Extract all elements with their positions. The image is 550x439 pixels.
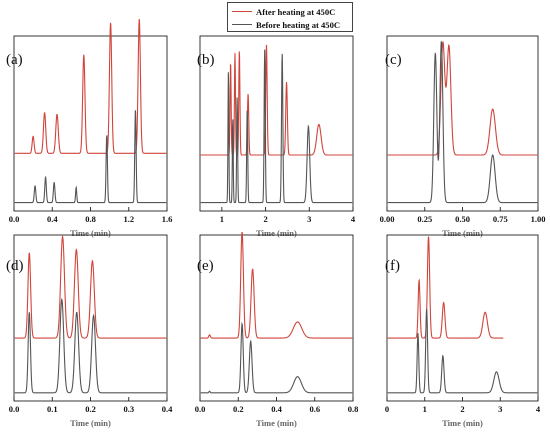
legend: After heating at 450C Before heating at … [227,2,353,32]
legend-entry-before: Before heating at 450C [232,18,340,31]
plot-frame-3 [386,35,539,212]
trace-after-3 [387,41,538,156]
x-tick-label-2-1: 1 [220,214,224,224]
x-tick-label-3-3: 0.50 [455,214,470,224]
trace-before-6 [387,309,538,394]
x-axis-label-2: Time (min) [256,228,297,238]
x-axis-label-3: Time (min) [442,228,483,238]
x-tick-label-3-1: 0.00 [380,214,395,224]
panel-label-3: (c) [385,52,402,68]
x-tick-label-1-1: 0.0 [9,214,20,224]
x-tick-label-2-3: 3 [307,214,311,224]
legend-entry-after: After heating at 450C [232,5,335,18]
panel-label-1: (a) [6,52,23,68]
x-tick-label-1-2: 0.4 [47,214,58,224]
x-tick-label-1-3: 0.8 [85,214,96,224]
panel-label-5: (e) [197,258,214,274]
trace-before-1 [14,110,167,204]
x-tick-label-2-4: 4 [351,214,356,224]
plot-frame-2 [199,35,354,212]
x-axis-label-6: Time (min) [442,418,483,428]
legend-label-after: After heating at 450C [256,6,336,17]
x-tick-label-5-4: 0.6 [309,404,320,414]
x-tick-label-3-5: 1.00 [531,214,546,224]
x-tick-label-5-2: 0.2 [233,404,244,414]
x-tick-label-6-2: 1 [423,404,427,414]
x-tick-label-6-3: 2 [460,404,464,414]
plot-frame-5 [199,234,354,402]
trace-after-4 [14,234,167,339]
x-tick-label-4-5: 0.4 [162,404,173,414]
trace-before-4 [14,298,167,394]
trace-after-5 [200,231,353,339]
x-tick-label-1-5: 1.6 [162,214,173,224]
x-tick-label-5-3: 0.4 [271,404,282,414]
x-tick-label-4-1: 0.0 [9,404,20,414]
x-axis-label-4: Time (min) [70,418,111,428]
x-tick-label-4-2: 0.1 [47,404,58,414]
panel-label-2: (b) [197,52,215,68]
x-axis-label-5: Time (min) [256,418,297,428]
x-tick-label-1-4: 1.2 [123,214,134,224]
x-tick-label-4-3: 0.2 [85,404,96,414]
panel-label-6: (f) [385,258,400,274]
x-axis-label-1: Time (min) [70,228,111,238]
x-tick-label-3-2: 0.25 [417,214,432,224]
trace-before-3 [387,41,538,204]
trace-before-5 [200,321,353,394]
x-tick-label-4-4: 0.3 [123,404,134,414]
plot-frame-1 [13,35,168,212]
legend-swatch-after [232,11,252,12]
trace-after-6 [387,236,504,339]
x-tick-label-5-1: 0.0 [195,404,206,414]
legend-label-before: Before heating at 450C [256,19,341,30]
x-tick-label-5-5: 0.8 [348,404,359,414]
plot-frame-6 [386,234,539,402]
panel-label-4: (d) [6,258,24,274]
x-tick-label-6-5: 4 [536,404,541,414]
trace-after-1 [14,18,167,154]
x-tick-label-6-4: 3 [498,404,502,414]
x-tick-label-3-4: 0.75 [493,214,508,224]
legend-swatch-before [232,24,252,25]
x-tick-label-6-1: 0 [385,404,389,414]
trace-after-2 [200,44,353,156]
x-tick-label-2-2: 2 [263,214,267,224]
trace-before-2 [200,49,353,204]
